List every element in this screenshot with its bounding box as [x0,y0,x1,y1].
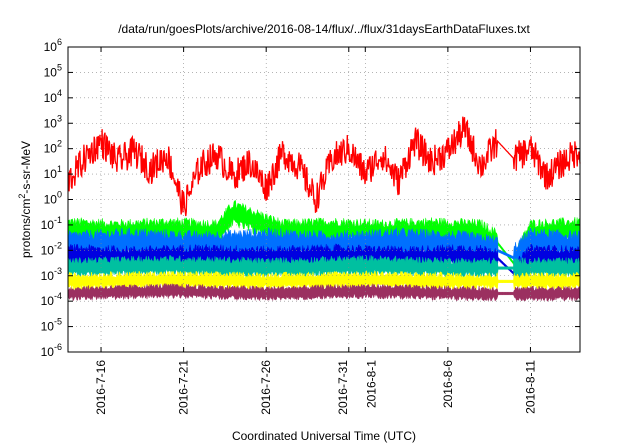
y-tick-base: 10 [44,91,58,105]
y-tick-exp: 1 [57,164,62,174]
y-tick-exp: -3 [54,266,62,276]
y-tick-label: 10-1 [41,215,62,232]
y-tick-label: 103 [44,113,62,130]
y-tick-label: 10-6 [41,342,62,359]
y-tick-base: 10 [44,65,58,79]
y-tick-label: 102 [44,139,62,156]
y-tick-base: 10 [41,320,55,334]
y-axis-label: protons/cm2-s-sr-MeV [17,141,33,258]
y-tick-label: 100 [44,190,62,207]
y-tick-base: 10 [41,218,55,232]
y-tick-label: 10-2 [41,240,62,257]
data-series [67,116,581,217]
series-line-1 [67,116,581,217]
x-tick-label: 2016-7-16 [94,360,108,415]
x-tick-label: 2016-8-1 [364,360,378,408]
y-tick-exp: -1 [54,215,62,225]
y-tick-label: 101 [44,164,62,181]
y-tick-exp: 0 [57,190,62,200]
y-tick-label: 104 [44,88,62,105]
y-tick-base: 10 [41,345,55,359]
x-tick-label: 2016-7-26 [259,360,273,415]
y-tick-base: 10 [44,40,58,54]
y-tick-label: 105 [44,62,62,79]
y-axis-label-post: -s-sr-MeV [19,141,33,194]
y-tick-base: 10 [44,193,58,207]
y-tick-exp: -4 [54,291,62,301]
y-tick-exp: 4 [57,88,62,98]
chart-title: /data/run/goesPlots/archive/2016-08-14/f… [118,22,530,36]
y-tick-exp: -6 [54,342,62,352]
y-tick-base: 10 [41,269,55,283]
x-tick-label: 2016-8-11 [523,360,537,414]
y-tick-base: 10 [41,294,55,308]
y-tick-label: 10-5 [41,317,62,334]
y-tick-label: 10-4 [41,291,62,308]
x-tick-label: 2016-7-21 [177,360,191,415]
y-tick-exp: 2 [57,139,62,149]
y-tick-exp: 6 [57,37,62,47]
x-tick-label: 2016-8-6 [441,360,455,408]
y-axis-label-sup: 2 [17,194,27,199]
y-tick-base: 10 [41,243,55,257]
y-tick-label: 106 [44,37,62,54]
y-tick-exp: -5 [54,317,62,327]
y-axis-ticks: 10-610-510-410-310-210-11001011021031041… [41,37,580,359]
y-tick-exp: -2 [54,240,62,250]
x-axis-ticks: 2016-7-16 2016-7-21 2016-7-26 2016-7-31 2016… [94,47,537,415]
y-tick-exp: 3 [57,113,62,123]
x-axis-label: Coordinated Universal Time (UTC) [232,429,416,443]
y-tick-label: 10-3 [41,266,62,283]
y-tick-base: 10 [44,167,58,181]
y-tick-exp: 5 [57,62,62,72]
y-tick-base: 10 [44,142,58,156]
y-axis-label-pre: protons/cm [19,199,33,258]
y-tick-base: 10 [44,116,58,130]
x-tick-label: 2016-7-31 [336,360,350,415]
